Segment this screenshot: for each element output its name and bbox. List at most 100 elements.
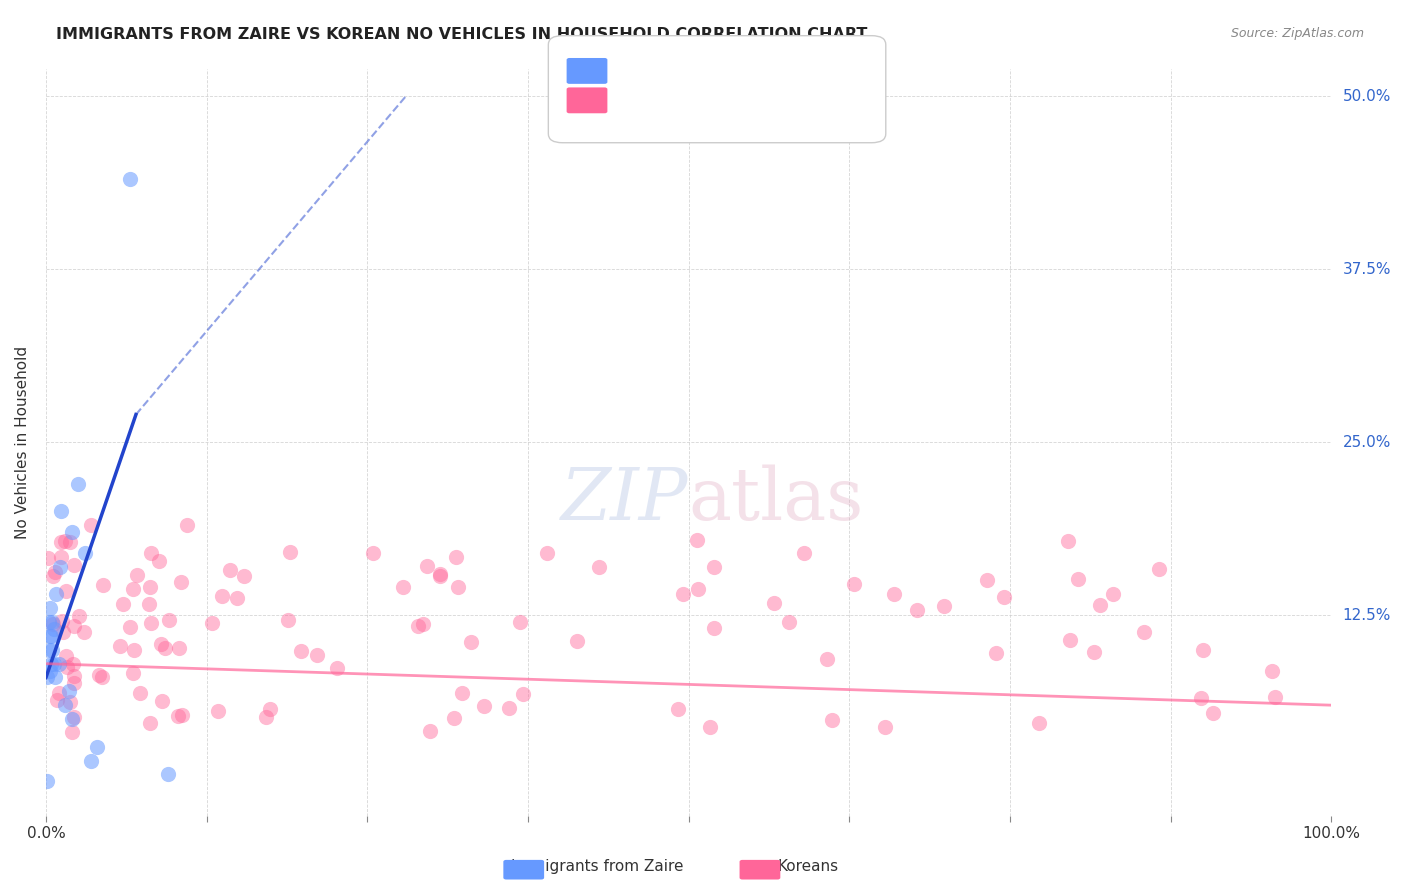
Point bbox=[176, 518, 198, 533]
Point bbox=[170, 574, 193, 589]
Point bbox=[1088, 598, 1111, 612]
Text: Immigrants from Zaire: Immigrants from Zaire bbox=[512, 859, 683, 874]
Point bbox=[1059, 632, 1081, 647]
Point bbox=[815, 652, 838, 666]
Point bbox=[67, 476, 90, 491]
Point bbox=[666, 702, 689, 716]
Point bbox=[1201, 706, 1223, 720]
Y-axis label: No Vehicles in Household: No Vehicles in Household bbox=[15, 345, 30, 539]
Point bbox=[51, 504, 73, 518]
Point bbox=[124, 643, 146, 657]
Point bbox=[112, 597, 135, 611]
Point bbox=[254, 710, 277, 724]
Point bbox=[686, 533, 709, 547]
Point bbox=[1189, 690, 1212, 705]
Point bbox=[63, 558, 86, 573]
Point bbox=[509, 615, 531, 629]
Point bbox=[883, 587, 905, 601]
Point bbox=[121, 582, 143, 596]
Point bbox=[38, 642, 60, 657]
Point bbox=[498, 701, 520, 715]
Point bbox=[139, 580, 162, 594]
Point bbox=[139, 615, 162, 630]
Point bbox=[62, 619, 84, 633]
Point bbox=[118, 620, 141, 634]
Point bbox=[42, 622, 65, 636]
Point bbox=[86, 739, 108, 754]
Point bbox=[37, 774, 59, 789]
Point bbox=[429, 566, 451, 581]
Point bbox=[472, 699, 495, 714]
Point bbox=[39, 657, 62, 671]
Point bbox=[129, 686, 152, 700]
Point bbox=[127, 568, 149, 582]
Point bbox=[932, 599, 955, 614]
Point bbox=[1028, 716, 1050, 731]
Point bbox=[37, 671, 59, 685]
Point bbox=[56, 660, 79, 674]
Point bbox=[512, 687, 534, 701]
Point bbox=[167, 640, 190, 655]
Point bbox=[41, 642, 63, 657]
Point bbox=[141, 546, 163, 560]
Point bbox=[73, 624, 96, 639]
Point bbox=[49, 550, 72, 565]
Point bbox=[73, 546, 96, 560]
Point bbox=[672, 587, 695, 601]
Point bbox=[565, 634, 588, 648]
Point bbox=[45, 587, 67, 601]
Text: 25.0%: 25.0% bbox=[1343, 434, 1391, 450]
Point bbox=[118, 172, 141, 186]
Point bbox=[37, 551, 59, 566]
Point bbox=[325, 660, 347, 674]
Point bbox=[149, 637, 172, 651]
Point bbox=[1102, 587, 1125, 601]
Point bbox=[170, 707, 193, 722]
Point bbox=[225, 591, 247, 605]
Point bbox=[153, 640, 176, 655]
Point bbox=[307, 648, 329, 663]
Text: Source: ZipAtlas.com: Source: ZipAtlas.com bbox=[1230, 27, 1364, 40]
Point bbox=[51, 535, 73, 549]
Point bbox=[873, 720, 896, 734]
Point bbox=[412, 616, 434, 631]
Point bbox=[63, 676, 86, 690]
Point bbox=[447, 581, 470, 595]
Point bbox=[157, 767, 180, 781]
Point bbox=[451, 686, 474, 700]
Point bbox=[536, 546, 558, 560]
Point bbox=[1191, 643, 1213, 657]
Point bbox=[233, 569, 256, 583]
Point bbox=[1083, 645, 1105, 659]
Point bbox=[1264, 690, 1286, 704]
Point bbox=[87, 668, 110, 682]
Point bbox=[211, 589, 233, 603]
Point bbox=[48, 685, 70, 699]
Point bbox=[58, 684, 80, 698]
Point bbox=[80, 518, 103, 533]
Point bbox=[53, 698, 76, 713]
Point bbox=[108, 639, 131, 653]
Point bbox=[976, 573, 998, 587]
Point bbox=[91, 577, 114, 591]
Point bbox=[278, 545, 301, 559]
Point bbox=[39, 629, 62, 643]
Point bbox=[63, 669, 86, 683]
Text: R = 0.564    N = 28: R = 0.564 N = 28 bbox=[613, 63, 748, 78]
Point bbox=[67, 609, 90, 624]
Point bbox=[60, 525, 83, 540]
Point bbox=[55, 584, 77, 599]
Point bbox=[905, 602, 928, 616]
Point bbox=[58, 535, 80, 549]
Point bbox=[277, 613, 299, 627]
Point bbox=[1147, 562, 1170, 576]
Point bbox=[42, 657, 65, 671]
Text: ZIP: ZIP bbox=[561, 465, 689, 535]
Point bbox=[443, 710, 465, 724]
Point bbox=[703, 559, 725, 574]
Point bbox=[150, 694, 173, 708]
Point bbox=[60, 725, 83, 739]
Point bbox=[38, 601, 60, 615]
Point bbox=[42, 569, 65, 583]
Text: Koreans: Koreans bbox=[778, 859, 839, 874]
